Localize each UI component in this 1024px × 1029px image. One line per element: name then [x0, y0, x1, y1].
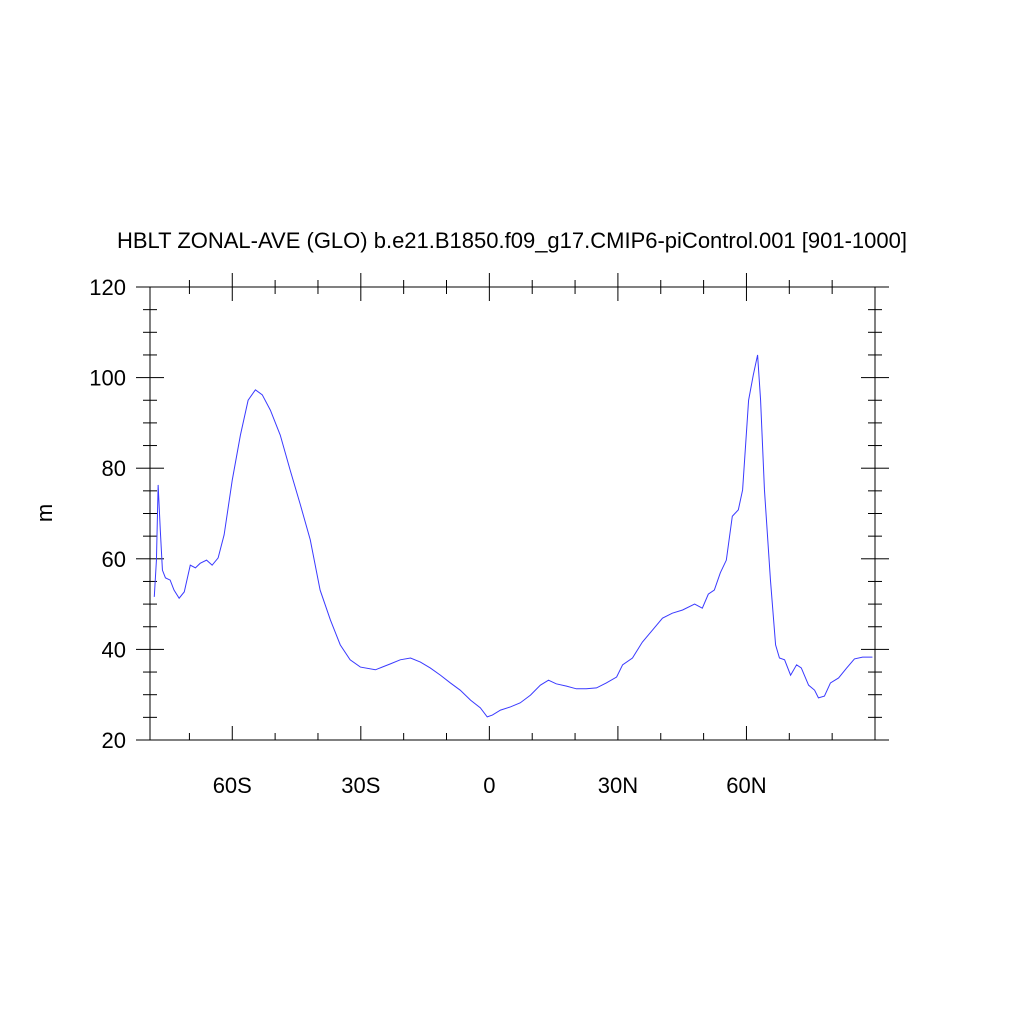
y-tick-label: 20	[102, 728, 126, 753]
y-tick-label: 40	[102, 637, 126, 662]
y-axis-label: m	[32, 504, 57, 522]
x-tick-label: 0	[483, 773, 495, 798]
x-tick-label: 30S	[341, 773, 380, 798]
y-tick-label: 100	[89, 366, 126, 391]
y-tick-label: 80	[102, 456, 126, 481]
x-tick-label: 30N	[598, 773, 638, 798]
y-tick-label: 60	[102, 547, 126, 572]
y-tick-label: 120	[89, 275, 126, 300]
chart-title: HBLT ZONAL-AVE (GLO) b.e21.B1850.f09_g17…	[117, 228, 907, 253]
x-tick-label: 60N	[726, 773, 766, 798]
data-line	[153, 354, 873, 718]
x-tick-label: 60S	[213, 773, 252, 798]
